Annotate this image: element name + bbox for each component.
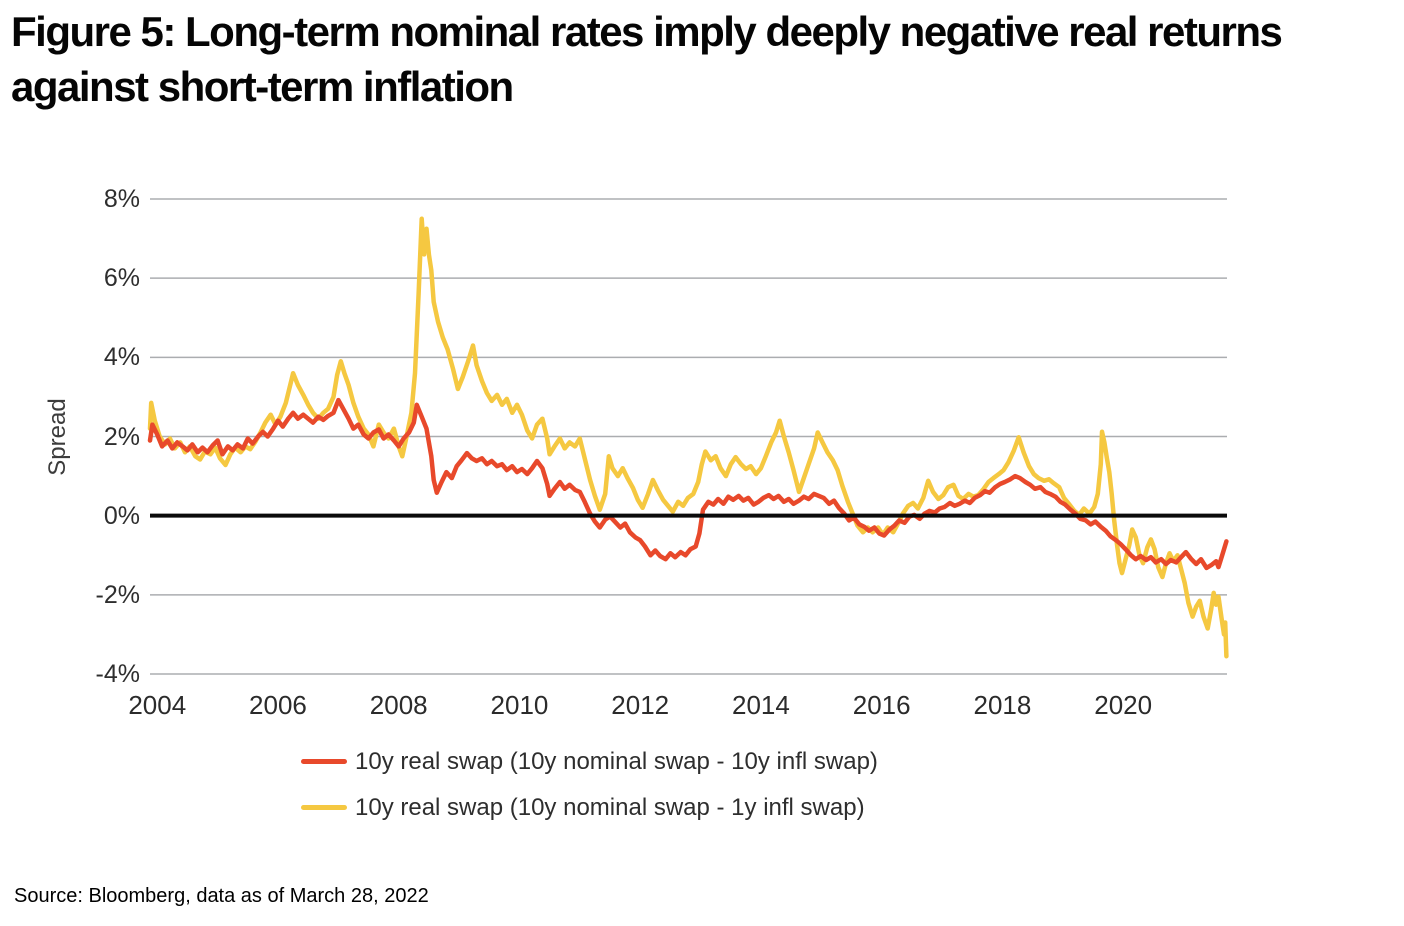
x-tick-label: 2010 — [490, 690, 549, 720]
figure-title: Figure 5: Long-term nominal rates imply … — [11, 4, 1403, 114]
x-tick-label: 2020 — [1094, 690, 1153, 720]
figure-title-line2: against short-term inflation — [11, 63, 514, 110]
x-tick-label: 2014 — [732, 690, 790, 720]
figure-title-line1: Figure 5: Long-term nominal rates imply … — [11, 8, 1283, 55]
y-tick-label: 8% — [103, 185, 140, 213]
legend-label: 10y real swap (10y nominal swap - 1y inf… — [355, 793, 865, 821]
y-tick-label: -4% — [95, 660, 140, 688]
source-note: Source: Bloomberg, data as of March 28, … — [14, 885, 429, 907]
y-tick-label: 4% — [103, 343, 140, 372]
legend-swatch-icon — [301, 759, 347, 764]
y-tick-label: 6% — [103, 264, 140, 293]
legend-label: 10y real swap (10y nominal swap - 10y in… — [355, 747, 878, 775]
x-tick-label: 2018 — [973, 690, 1032, 720]
y-tick-label: -2% — [95, 580, 140, 609]
chart-legend: 10y real swap (10y nominal swap - 10y in… — [301, 747, 878, 822]
y-tick-label: 2% — [103, 422, 140, 451]
legend-item-1: 10y real swap (10y nominal swap - 1y inf… — [301, 793, 878, 822]
x-tick-label: 2004 — [128, 690, 187, 720]
y-tick-label: 0% — [103, 501, 140, 530]
x-tick-label: 2016 — [852, 690, 911, 720]
series-line-1 — [147, 216, 1229, 659]
x-tick-label: 2008 — [369, 690, 428, 720]
x-tick-label: 2006 — [249, 690, 307, 720]
legend-swatch-icon — [301, 805, 347, 810]
series-line-0 — [147, 397, 1229, 571]
y-axis-title: Spread — [44, 398, 71, 476]
legend-item-0: 10y real swap (10y nominal swap - 10y in… — [301, 747, 878, 776]
x-tick-label: 2012 — [611, 690, 670, 720]
